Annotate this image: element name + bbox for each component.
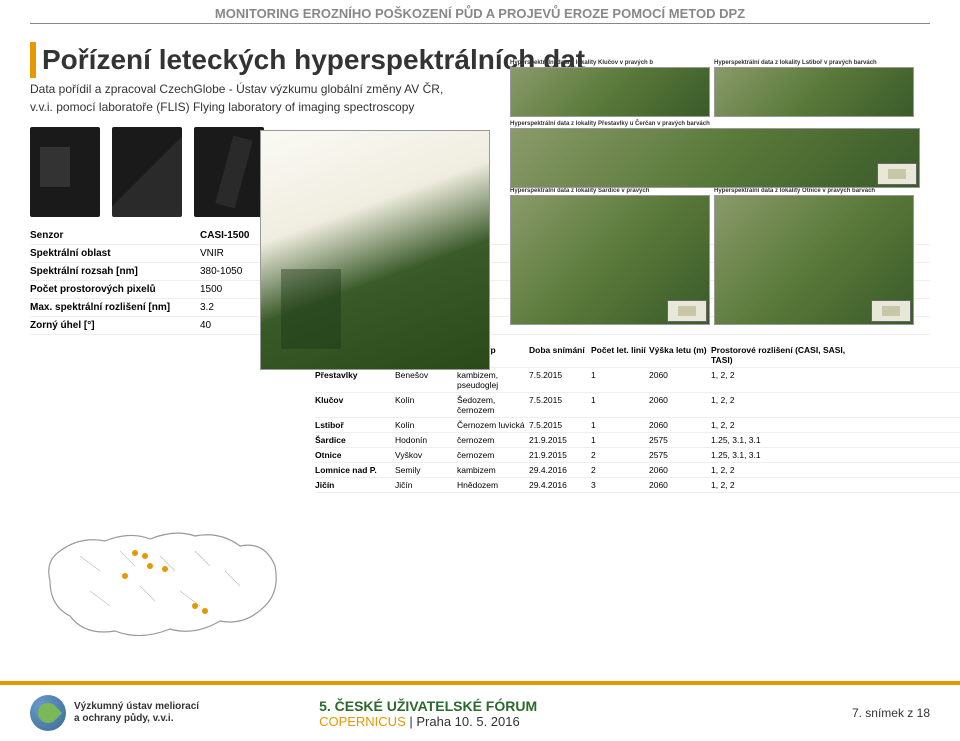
thumb-klucov: Hyperspektrální data z lokality Klučov v…: [510, 60, 710, 117]
site-cell: 1, 2, 2: [711, 420, 856, 430]
site-cell: 1: [591, 370, 649, 390]
footer-event-title: 5. ČESKÉ UŽIVATELSKÉ FÓRUM: [319, 698, 537, 714]
site-row: PřestavlkyBenešovkambizem, pseudoglej7.5…: [315, 368, 960, 393]
footer-logo-icon: [30, 695, 66, 731]
site-header-cell: Výška letu (m): [649, 345, 711, 365]
site-row: Lomnice nad P.Semilykambizem29.4.2016220…: [315, 463, 960, 478]
site-cell: Benešov: [395, 370, 457, 390]
site-cell: Hodonín: [395, 435, 457, 445]
site-cell: 2575: [649, 450, 711, 460]
site-cell: 21.9.2015: [529, 450, 591, 460]
site-cell: Jičín: [315, 480, 395, 490]
thumb-otnice-label: Hyperspektrální data z lokality Otnice v…: [714, 188, 914, 194]
site-cell: Otnice: [315, 450, 395, 460]
thumbnail-stack: Hyperspektrální data z lokality Klučov v…: [510, 60, 930, 329]
title-accent-bar: [30, 42, 36, 78]
spec-header-cell: Senzor: [30, 230, 200, 241]
footer: Výzkumný ústav meliorací a ochrany půdy,…: [0, 681, 960, 741]
main-hyperspectral-image: [260, 130, 490, 370]
footer-logo-text: Výzkumný ústav meliorací a ochrany půdy,…: [74, 701, 199, 725]
site-cell: 21.9.2015: [529, 435, 591, 445]
thumb-prestavlky: Hyperspektrální data z lokality Přestavl…: [510, 121, 930, 188]
site-header-cell: Doba snímání: [529, 345, 591, 365]
thumb-lstibor-label: Hyperspektrální data z lokality Lstiboř …: [714, 60, 914, 66]
site-cell: Klučov: [315, 395, 395, 415]
thumb-klucov-label: Hyperspektrální data z lokality Klučov v…: [510, 60, 710, 66]
site-cell: 1, 2, 2: [711, 370, 856, 390]
spec-cell: Spektrální rozsah [nm]: [30, 266, 200, 277]
site-cell: kambizem: [457, 465, 529, 475]
site-cell: 29.4.2016: [529, 465, 591, 475]
site-cell: 1: [591, 395, 649, 415]
site-row: OtniceVyškovčernozem21.9.2015225751.25, …: [315, 448, 960, 463]
site-cell: 1.25, 3.1, 3.1: [711, 435, 856, 445]
thumb-lstibor: Hyperspektrální data z lokality Lstiboř …: [714, 60, 914, 117]
site-cell: 2060: [649, 420, 711, 430]
site-cell: 7.5.2015: [529, 420, 591, 430]
site-cell: 2060: [649, 480, 711, 490]
site-cell: 2: [591, 465, 649, 475]
site-cell: Šedozem, černozem: [457, 395, 529, 415]
site-cell: kambizem, pseudoglej: [457, 370, 529, 390]
site-cell: 7.5.2015: [529, 370, 591, 390]
site-cell: 1.25, 3.1, 3.1: [711, 450, 856, 460]
site-cell: 2060: [649, 395, 711, 415]
site-cell: Černozem luvická: [457, 420, 529, 430]
thumb-otnice: Hyperspektrální data z lokality Otnice v…: [714, 188, 914, 325]
site-cell: 1, 2, 2: [711, 480, 856, 490]
site-cell: Lomnice nad P.: [315, 465, 395, 475]
thumb-sardice: Hyperspektrální data z lokality Šardice …: [510, 188, 710, 325]
sensor-image-sasi: [112, 127, 182, 217]
footer-page-number: 7. snímek z 18: [852, 706, 930, 720]
site-header-cell: Počet let. linií: [591, 345, 649, 365]
site-cell: 7.5.2015: [529, 395, 591, 415]
spec-cell: Max. spektrální rozlišení [nm]: [30, 302, 200, 313]
site-header-cell: Prostorové rozlišení (CASI, SASI, TASI): [711, 345, 856, 365]
site-cell: černozem: [457, 450, 529, 460]
site-cell: Kolín: [395, 395, 457, 415]
site-cell: Přestavlky: [315, 370, 395, 390]
site-row: KlučovKolínŠedozem, černozem7.5.20151206…: [315, 393, 960, 418]
site-cell: 1: [591, 420, 649, 430]
site-cell: Semily: [395, 465, 457, 475]
sensor-image-casi: [30, 127, 100, 217]
site-cell: Hnědozem: [457, 480, 529, 490]
footer-logo: Výzkumný ústav meliorací a ochrany půdy,…: [30, 695, 199, 731]
site-cell: Kolín: [395, 420, 457, 430]
sensor-image-tasi: [194, 127, 264, 217]
site-cell: 2: [591, 450, 649, 460]
site-cell: Lstiboř: [315, 420, 395, 430]
site-row: JičínJičínHnědozem29.4.2016320601, 2, 2: [315, 478, 960, 493]
site-cell: 3: [591, 480, 649, 490]
site-cell: 1: [591, 435, 649, 445]
page-title: Pořízení leteckých hyperspektrálních dat: [42, 44, 585, 76]
site-cell: 1, 2, 2: [711, 395, 856, 415]
footer-center: 5. ČESKÉ UŽIVATELSKÉ FÓRUM COPERNICUS | …: [319, 698, 537, 729]
site-cell: 29.4.2016: [529, 480, 591, 490]
site-row: ŠardiceHodonínčernozem21.9.2015125751.25…: [315, 433, 960, 448]
spec-cell: Spektrální oblast: [30, 248, 200, 259]
site-cell: Vyškov: [395, 450, 457, 460]
thumb-prestavlky-label: Hyperspektrální data z lokality Přestavl…: [510, 121, 930, 127]
site-cell: 2060: [649, 465, 711, 475]
page-header: MONITORING EROZNÍHO POŠKOZENÍ PŮD A PROJ…: [30, 0, 930, 24]
site-cell: Jičín: [395, 480, 457, 490]
spec-cell: Počet prostorových pixelů: [30, 284, 200, 295]
footer-event-subtitle: COPERNICUS | Praha 10. 5. 2016: [319, 714, 537, 729]
site-cell: 2060: [649, 370, 711, 390]
site-cell: 1, 2, 2: [711, 465, 856, 475]
site-cell: 2575: [649, 435, 711, 445]
thumb-sardice-label: Hyperspektrální data z lokality Šardice …: [510, 188, 710, 194]
site-cell: černozem: [457, 435, 529, 445]
czech-republic-map: [30, 511, 290, 661]
site-cell: Šardice: [315, 435, 395, 445]
spec-cell: Zorný úhel [°]: [30, 320, 200, 331]
site-row: LstibořKolínČernozem luvická7.5.20151206…: [315, 418, 960, 433]
